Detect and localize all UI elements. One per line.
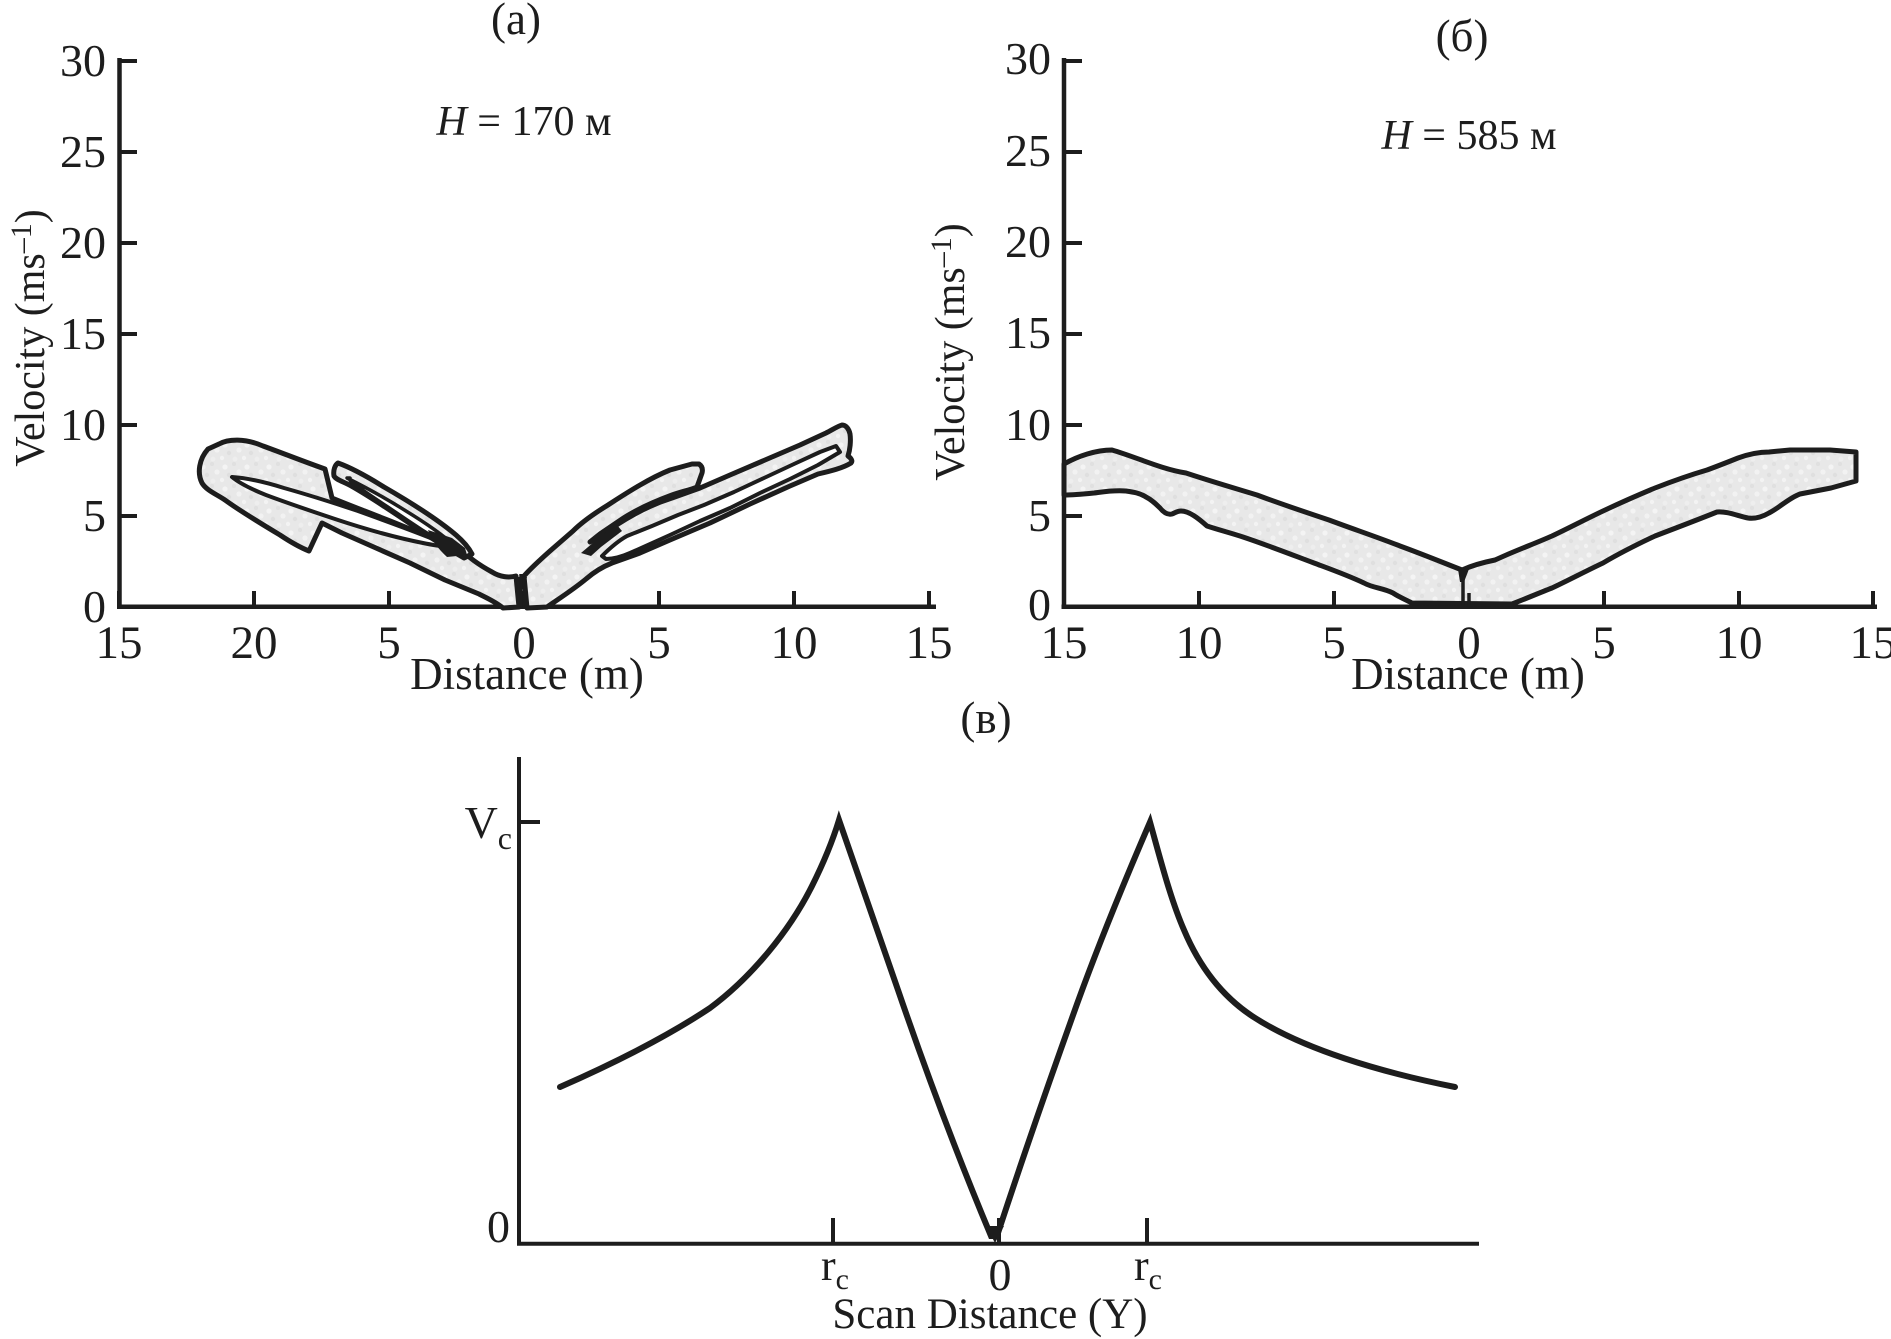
svg-text:H = 170 м: H = 170 м	[435, 99, 611, 145]
svg-text:20: 20	[60, 217, 106, 268]
svg-text:rc: rc	[1134, 1241, 1162, 1296]
svg-text:5: 5	[377, 617, 401, 669]
svg-text:30: 30	[60, 35, 106, 86]
svg-text:15: 15	[96, 617, 143, 669]
svg-text:15: 15	[1041, 617, 1088, 669]
svg-text:10: 10	[60, 399, 106, 450]
svg-text:0: 0	[1028, 579, 1051, 630]
svg-text:15: 15	[1005, 307, 1051, 358]
svg-text:(в): (в)	[960, 693, 1011, 743]
svg-text:0: 0	[989, 1249, 1012, 1300]
svg-text:10: 10	[771, 617, 818, 669]
svg-text:20: 20	[231, 617, 278, 669]
svg-text:30: 30	[1005, 33, 1051, 84]
svg-text:15: 15	[1850, 617, 1891, 669]
svg-text:5: 5	[1592, 617, 1616, 669]
svg-text:0: 0	[487, 1201, 510, 1252]
svg-text:5: 5	[1028, 490, 1051, 541]
svg-text:0: 0	[83, 581, 106, 632]
svg-text:15: 15	[906, 617, 953, 669]
svg-text:Distance (m): Distance (m)	[410, 649, 644, 699]
svg-text:5: 5	[647, 617, 671, 669]
svg-text:5: 5	[83, 490, 106, 541]
svg-text:(б): (б)	[1436, 11, 1489, 61]
svg-text:20: 20	[1005, 216, 1051, 267]
svg-text:5: 5	[1322, 617, 1346, 669]
svg-text:25: 25	[1005, 125, 1051, 176]
svg-text:0: 0	[512, 617, 536, 669]
svg-text:0: 0	[1457, 617, 1481, 669]
svg-text:10: 10	[1716, 617, 1763, 669]
svg-text:10: 10	[1176, 617, 1223, 669]
svg-text:10: 10	[1005, 399, 1051, 450]
svg-text:(a): (a)	[491, 0, 541, 44]
svg-text:Distance (m): Distance (m)	[1351, 649, 1585, 699]
svg-text:H = 585 м: H = 585 м	[1380, 113, 1556, 159]
svg-text:Scan Distance (Y): Scan Distance (Y)	[832, 1291, 1147, 1338]
svg-text:25: 25	[60, 126, 106, 177]
svg-text:15: 15	[60, 308, 106, 359]
